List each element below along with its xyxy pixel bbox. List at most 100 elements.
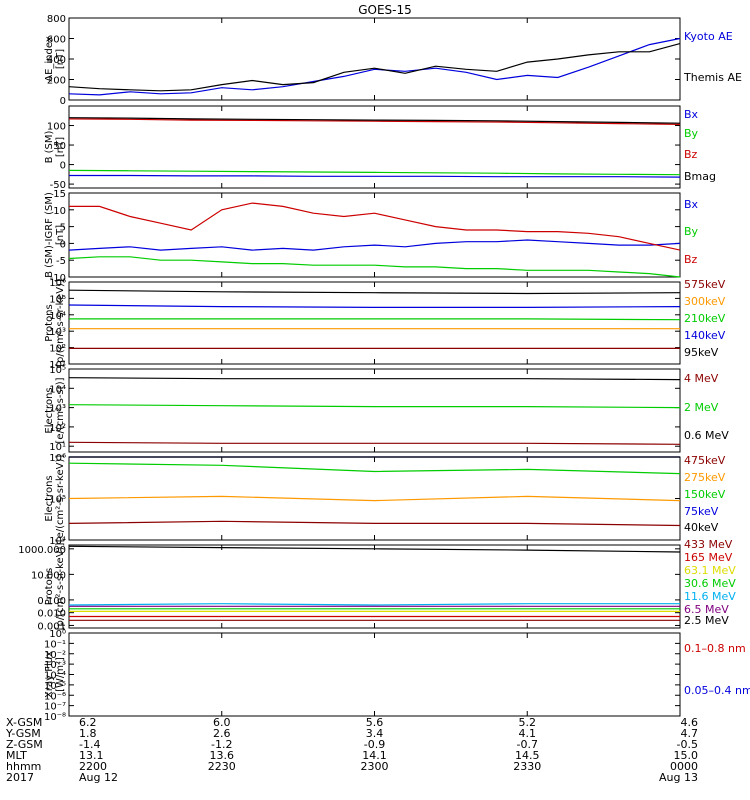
series-line-210kev [69, 318, 681, 321]
y-tick-label: 0 [60, 239, 66, 250]
ephemeris-value: 4.7 [681, 727, 699, 740]
legend-entry: 0.1–0.8 nm [684, 642, 746, 655]
y-tick-label: 200 [47, 76, 66, 87]
panel-bigrf: 15 10 5 0 -5 -10B (SM)-IGRF (SM) [nT] Bx By Bz [44, 189, 699, 284]
ephemeris-value: Aug 13 [659, 771, 698, 784]
y-axis-label: Protons [44, 568, 55, 605]
y-tick-label: 0 [60, 96, 66, 107]
y-axis-units: [e/(cm²-s-sr)] [55, 377, 66, 443]
series-line-by [68, 256, 681, 278]
y-axis-units: [p/(cm²-s-sr-keV)] [55, 543, 66, 631]
legend-entry: 275keV [684, 471, 726, 484]
y-axis-label: Electrons [44, 475, 55, 521]
legend-entry: 150keV [684, 488, 726, 501]
legend-entry: 433 MeV [684, 538, 733, 551]
ephemeris-value: 2330 [513, 760, 541, 773]
y-tick-label: 0 [60, 161, 66, 172]
legend-entry: By [684, 127, 699, 140]
y-tick-label: 10¹ [49, 360, 66, 371]
y-axis-units: [W/m²] [55, 657, 66, 692]
y-tick-label: 1000.000 [18, 545, 66, 556]
ephemeris-value: 5.6 [366, 716, 384, 729]
ephemeris-value: 4.6 [681, 716, 699, 729]
y-tick-label: 10¹ [49, 442, 66, 453]
legend-entry: 0.05–0.4 nm [684, 684, 750, 697]
series-line-275kev [68, 495, 681, 502]
legend-entry: 2 MeV [684, 401, 719, 414]
y-tick-label: 600 [47, 35, 66, 46]
y-axis-units: [nT] [55, 225, 66, 245]
y-tick-label: 10⁻⁷ [44, 702, 66, 713]
y-axis-label: Xray Flux [44, 651, 55, 698]
legend-entry: 30.6 MeV [684, 577, 736, 590]
y-axis-units: [p/(cm²-s-sr-keV)] [55, 279, 66, 367]
legend-entry: 63.1 MeV [684, 564, 736, 577]
series-line-4-mev [68, 441, 681, 445]
ephemeris-value: 13.1 [79, 749, 104, 762]
y-axis-units: [nT] [55, 137, 66, 157]
y-tick-label: 10⁵ [49, 495, 66, 506]
y-axis-label: B (SM)-IGRF (SM) [44, 192, 55, 278]
ephemeris-value: 13.6 [210, 749, 235, 762]
legend-entry: Kyoto AE [684, 30, 733, 43]
series-line-bx [69, 174, 681, 178]
y-tick-label: -50 [50, 180, 66, 191]
panel-electrons_mageds: 10⁶ 10⁵ 10⁴ Electrons [e/(cm²-s-sr-keV)] 475k… [44, 453, 726, 547]
y-tick-label: 10⁶ [49, 453, 66, 464]
y-tick-label: -10 [50, 273, 66, 284]
legend-entry: Bx [684, 108, 699, 121]
y-axis-label: AE_index [44, 36, 55, 82]
series-line-95kev [68, 289, 681, 295]
legend-entry: Bx [684, 198, 699, 211]
y-tick-label: 10⁻³ [44, 660, 66, 671]
series-line-2-mev [68, 404, 681, 409]
ephemeris-value: -1.4 [79, 738, 100, 751]
series-line-475kev [68, 520, 681, 527]
ephemeris-value: Aug 12 [79, 771, 118, 784]
legend-entry: 165 MeV [684, 551, 733, 564]
ephemeris-value: 5.2 [519, 716, 537, 729]
y-tick-label: 10⁻² [44, 650, 66, 661]
ephemeris-value: -0.5 [677, 738, 698, 751]
legend-entry: 95keV [684, 346, 719, 359]
panel-frame [68, 17, 681, 101]
legend-entry: 75keV [684, 505, 719, 518]
ephemeris-value: 2200 [79, 760, 107, 773]
y-tick-label: 10⁻⁴ [44, 671, 66, 682]
panel-frame [68, 632, 681, 717]
y-tick-label: 10.000 [31, 570, 66, 581]
legend-entry: 6.5 MeV [684, 603, 729, 616]
ephemeris-row-label: Y-GSM [5, 727, 41, 740]
legend-entry: 0.6 MeV [684, 429, 729, 442]
series-line-kyoto-ae [68, 37, 681, 96]
ephemeris-row-label: 2017 [6, 771, 34, 784]
y-tick-label: 10⁻¹ [44, 639, 66, 650]
y-tick-label: 10⁻⁵ [44, 681, 66, 692]
ephemeris-value: 15.0 [674, 749, 699, 762]
y-axis-label: B (SM) [44, 130, 55, 163]
y-tick-label: 400 [47, 55, 66, 66]
legend-entry: 40keV [684, 521, 719, 534]
y-tick-label: 10² [49, 344, 66, 355]
series-line-bx [68, 239, 681, 251]
ephemeris-value: 2230 [208, 760, 236, 773]
y-tick-label: 10⁵ [49, 365, 66, 376]
legend-entry: Bz [684, 253, 698, 266]
panel-ae: 800 600 400 200 0 AE_index [nT] Kyoto AE Themis … [44, 14, 742, 107]
y-axis-units: [e/(cm²-s-sr-keV)] [55, 455, 66, 543]
series-line-bz [68, 118, 681, 125]
ephemeris-value: 2300 [361, 760, 389, 773]
ephemeris-value: 1.8 [79, 727, 97, 740]
panel-frame [68, 192, 681, 278]
legend-entry: 300keV [684, 295, 726, 308]
ephemeris-row-label: X-GSM [6, 716, 42, 729]
y-tick-label: 100 [47, 122, 66, 133]
y-tick-label: 10³ [49, 327, 66, 338]
series-line-themis-ae [68, 43, 681, 92]
legend-entry: 575keV [684, 278, 726, 291]
ephemeris-row-label: Z-GSM [6, 738, 43, 751]
panel-electrons_hi: 10⁵ 10⁴ 10³ 10² 10¹ Electrons [e/(cm²-s-sr)] 4 … [44, 365, 729, 453]
series-line-by [68, 169, 681, 176]
